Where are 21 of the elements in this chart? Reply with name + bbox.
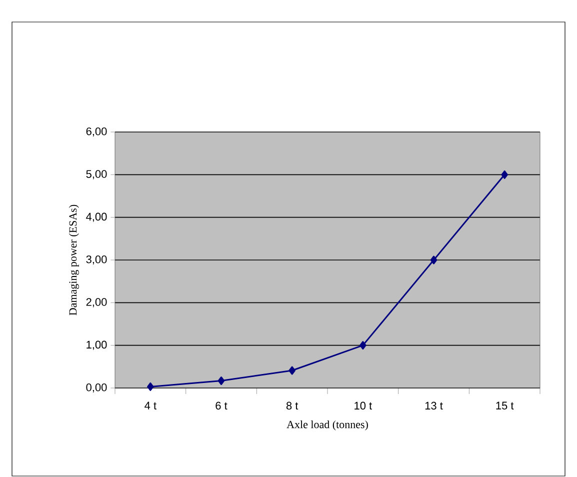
point bbox=[288, 366, 296, 375]
y-axis-title: Damaging power (ESAs) bbox=[68, 204, 79, 316]
x-tick-label: 8 t bbox=[286, 402, 298, 410]
point bbox=[430, 256, 438, 264]
y-tick-label: 4,00 bbox=[86, 212, 107, 222]
x-tick-label: 6 t bbox=[216, 402, 228, 410]
x-tick-label: 15 t bbox=[496, 402, 514, 410]
y-tick-label: 0,00 bbox=[86, 383, 107, 393]
y-tick-label: 5,00 bbox=[86, 170, 107, 180]
x-axis-title: Axle load (tonnes) bbox=[286, 420, 368, 430]
y-tick-label: 1,00 bbox=[86, 340, 107, 350]
x-tick-label: 13 t bbox=[425, 402, 443, 410]
y-tick-label: 6,00 bbox=[86, 127, 107, 137]
point bbox=[360, 341, 366, 350]
point bbox=[218, 376, 225, 385]
point bbox=[147, 382, 154, 391]
x-tick-label: 10 t bbox=[354, 402, 372, 410]
y-tick-label: 2,00 bbox=[86, 298, 107, 308]
y-tick-label: 3,00 bbox=[86, 255, 107, 265]
x-tick-label: 4 t bbox=[144, 402, 156, 410]
point bbox=[501, 170, 508, 179]
